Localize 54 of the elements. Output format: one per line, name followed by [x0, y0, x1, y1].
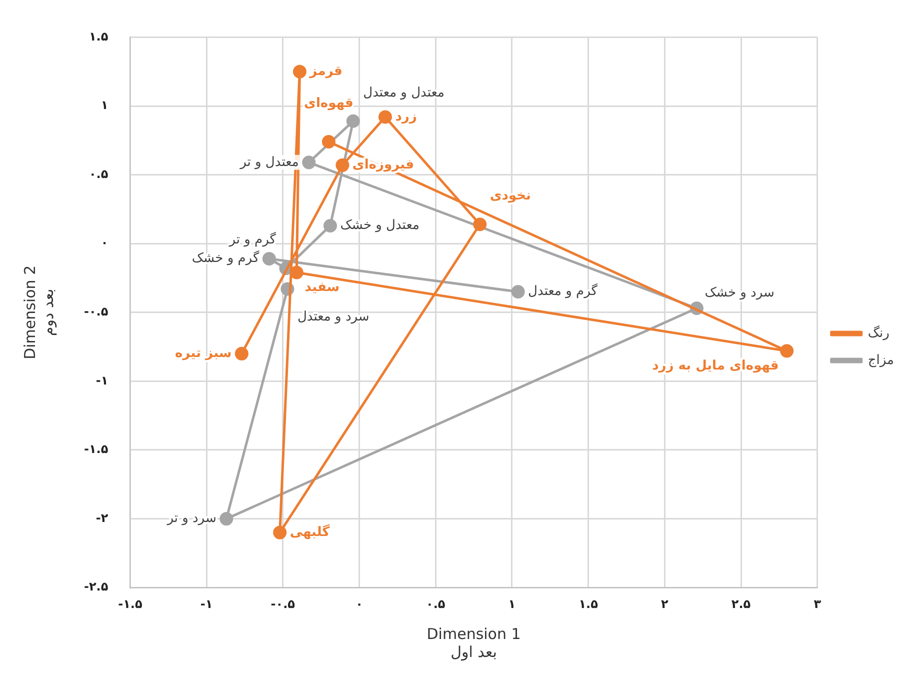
point [323, 218, 337, 232]
annotation: معتدل و خشک [340, 218, 420, 234]
x-tick-label: -۱ [200, 596, 213, 611]
point [290, 266, 304, 280]
annotation: نخودی [490, 188, 531, 204]
x-tick-label: ۲ [660, 596, 669, 611]
x-tick-label: ۲.۵ [731, 596, 751, 611]
x-tick-label: ۳ [814, 596, 822, 611]
annotation: سرد و خشک [704, 286, 774, 301]
x-tick-label: ۱ [508, 596, 516, 611]
point [292, 64, 306, 78]
point [336, 158, 350, 172]
point [511, 285, 525, 299]
annotation: فیروزه‌ای [352, 158, 414, 173]
annotation: گرم و معتدل [528, 283, 598, 300]
annotation: گلبهی [290, 524, 330, 540]
annotation: گرم و تر [228, 232, 277, 248]
x-tick-label: -۱.۵ [118, 596, 142, 611]
y-tick-label: ۰ [100, 236, 108, 250]
y-tick-label: ۰.۵ [88, 166, 108, 181]
point [273, 526, 287, 540]
annotation: قهوه‌ای مایل به زرد [652, 358, 779, 374]
annotation: سرد و معتدل [297, 309, 370, 324]
y-tick-label: -۱ [96, 373, 108, 388]
annotation: قهوه‌ای [304, 96, 354, 112]
point [780, 344, 794, 358]
y-tick-label: -۱.۵ [84, 442, 108, 456]
legend-label: رنگ [868, 324, 890, 341]
annotation: معتدل و معتدل [363, 86, 445, 101]
y-tick-label: -۲ [96, 510, 109, 525]
point [322, 135, 336, 149]
point [220, 512, 234, 526]
y-tick-label: -۰.۵ [84, 304, 108, 319]
annotation: سرد و تر [166, 511, 216, 526]
point [473, 218, 487, 232]
annotation: سبز تیره [175, 346, 232, 362]
point [302, 156, 316, 170]
annotation: گرم و خشک [192, 250, 260, 266]
y-tick-label: ۱ [100, 98, 108, 112]
annotation: زرد [395, 109, 417, 124]
y-tick-label: ۱.۵ [88, 29, 108, 44]
point [234, 346, 248, 360]
annotation: قرمز [308, 64, 342, 79]
legend-label: مزاج [868, 352, 894, 368]
x-tick-label: ۰ [356, 596, 363, 611]
annotation: معتدل و تر [239, 154, 299, 170]
point [378, 110, 392, 124]
point [346, 114, 360, 128]
x-tick-label: ۰.۵ [426, 596, 446, 611]
y-tick-label: -۲.۵ [84, 580, 108, 594]
point [262, 252, 276, 266]
x-tick-label: -۰.۵ [270, 596, 295, 611]
x-tick-label: ۱.۵ [578, 596, 598, 611]
annotation: سفید [304, 280, 340, 295]
